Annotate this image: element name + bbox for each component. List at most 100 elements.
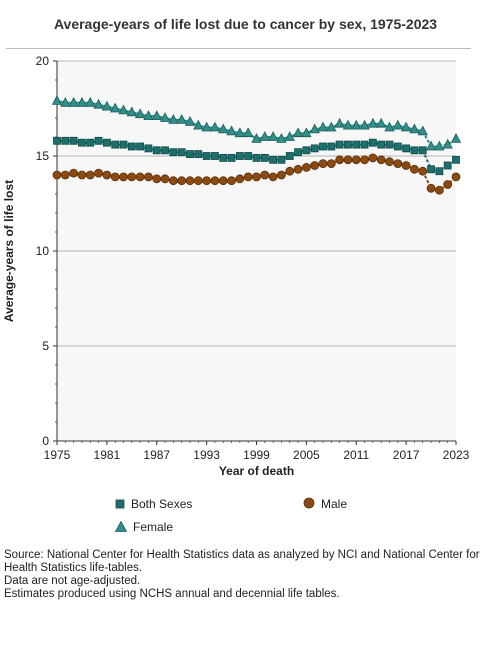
data-point-male bbox=[268, 172, 278, 182]
data-point-female bbox=[376, 117, 387, 128]
data-point-male bbox=[385, 157, 394, 167]
data-point-male bbox=[77, 170, 87, 180]
data-point-both-sexes bbox=[452, 155, 460, 164]
circle-marker-icon bbox=[303, 497, 315, 512]
data-point-female bbox=[392, 119, 403, 130]
x-axis-title: Year of death bbox=[219, 464, 294, 478]
data-point-both-sexes bbox=[269, 155, 278, 164]
data-point-male bbox=[343, 155, 353, 165]
note-line: Data are not age-adjusted. bbox=[4, 575, 141, 587]
data-point-both-sexes bbox=[344, 140, 352, 149]
data-point-female bbox=[143, 110, 154, 120]
data-point-female bbox=[101, 100, 113, 111]
data-point-male bbox=[351, 155, 361, 165]
data-point-both-sexes bbox=[136, 142, 145, 151]
data-point-both-sexes bbox=[368, 138, 377, 147]
data-point-male bbox=[426, 183, 436, 193]
y-axis-title: Average-years of life lost bbox=[2, 180, 16, 322]
legend-label-male: Male bbox=[321, 497, 348, 511]
data-point-male bbox=[227, 176, 236, 186]
data-point-both-sexes bbox=[219, 153, 228, 162]
data-point-both-sexes bbox=[252, 153, 261, 162]
data-point-male bbox=[451, 172, 461, 182]
x-tick-label: 1987 bbox=[143, 448, 170, 462]
x-tick-label: 2023 bbox=[443, 448, 470, 462]
data-point-both-sexes bbox=[335, 140, 344, 149]
data-point-female bbox=[284, 131, 295, 141]
y-tick-label: 20 bbox=[36, 54, 50, 68]
x-tick-label: 2011 bbox=[343, 448, 369, 462]
y-tick-label: 15 bbox=[36, 149, 50, 163]
data-point-female bbox=[76, 96, 88, 107]
data-point-both-sexes bbox=[53, 136, 61, 145]
data-point-female bbox=[367, 117, 379, 128]
data-point-both-sexes bbox=[194, 150, 203, 159]
data-point-male bbox=[318, 159, 328, 169]
data-point-female bbox=[209, 121, 221, 132]
data-point-both-sexes bbox=[427, 165, 435, 174]
x-tick-label: 2005 bbox=[293, 448, 320, 462]
data-point-female bbox=[384, 121, 395, 132]
data-point-male bbox=[376, 155, 386, 165]
data-point-male bbox=[102, 170, 112, 180]
legend-item-female[interactable]: Female bbox=[114, 520, 174, 535]
data-point-male bbox=[418, 166, 428, 176]
data-point-female bbox=[434, 140, 445, 151]
data-point-both-sexes bbox=[202, 152, 211, 160]
data-point-female bbox=[317, 121, 329, 132]
note-line: Estimates produced using NCHS annual and… bbox=[4, 588, 340, 600]
data-point-both-sexes bbox=[244, 152, 253, 160]
legend-item-both-sexes[interactable]: Both Sexes bbox=[115, 497, 192, 512]
data-point-male bbox=[119, 172, 128, 182]
square-marker-icon bbox=[115, 498, 125, 512]
data-point-both-sexes bbox=[86, 138, 95, 147]
data-point-both-sexes bbox=[111, 140, 120, 149]
data-point-both-sexes bbox=[119, 140, 128, 149]
title-divider bbox=[6, 48, 471, 49]
data-point-male bbox=[360, 155, 369, 165]
data-point-male bbox=[252, 172, 261, 182]
data-point-both-sexes bbox=[177, 148, 186, 157]
data-point-female bbox=[400, 121, 412, 132]
data-point-male bbox=[144, 172, 153, 182]
legend-label-female: Female bbox=[133, 520, 174, 534]
data-point-male bbox=[326, 159, 336, 169]
data-point-female bbox=[93, 98, 104, 109]
data-point-both-sexes bbox=[352, 140, 361, 149]
data-point-both-sexes bbox=[360, 140, 369, 149]
y-tick-label: 0 bbox=[42, 434, 49, 448]
data-point-male bbox=[127, 172, 137, 182]
data-point-male bbox=[110, 172, 120, 182]
data-point-both-sexes bbox=[327, 142, 336, 151]
data-point-both-sexes bbox=[78, 138, 86, 147]
y-tick-label: 5 bbox=[42, 339, 49, 353]
data-point-male bbox=[285, 166, 295, 176]
x-tick-label: 1981 bbox=[94, 448, 121, 462]
chart-svg: 0 5 10 15 20 1975 1981 1987 1993 1999 2005 2011 2017… bbox=[2, 54, 470, 478]
legend-item-male[interactable]: Male bbox=[303, 497, 347, 512]
data-point-both-sexes bbox=[302, 146, 311, 155]
data-point-male bbox=[210, 176, 220, 186]
data-point-both-sexes bbox=[443, 161, 452, 170]
data-point-female bbox=[267, 131, 279, 141]
data-point-both-sexes bbox=[169, 148, 178, 157]
data-point-both-sexes bbox=[277, 155, 286, 164]
data-point-female bbox=[301, 127, 312, 138]
data-point-male bbox=[335, 155, 345, 165]
data-point-female bbox=[193, 119, 204, 130]
data-point-male bbox=[69, 168, 79, 178]
data-point-female bbox=[68, 96, 79, 107]
data-point-female bbox=[159, 112, 171, 122]
data-point-male bbox=[235, 174, 245, 184]
x-tick-label: 1975 bbox=[44, 448, 71, 462]
data-point-female bbox=[201, 121, 212, 132]
data-point-male bbox=[293, 164, 303, 174]
data-point-female bbox=[251, 133, 262, 143]
data-point-female bbox=[184, 115, 196, 126]
y-tick-label: 10 bbox=[36, 244, 50, 258]
data-point-female bbox=[292, 127, 304, 138]
data-point-female bbox=[168, 114, 179, 124]
data-point-female bbox=[425, 140, 437, 151]
data-point-both-sexes bbox=[127, 142, 136, 151]
data-point-male bbox=[85, 170, 95, 180]
